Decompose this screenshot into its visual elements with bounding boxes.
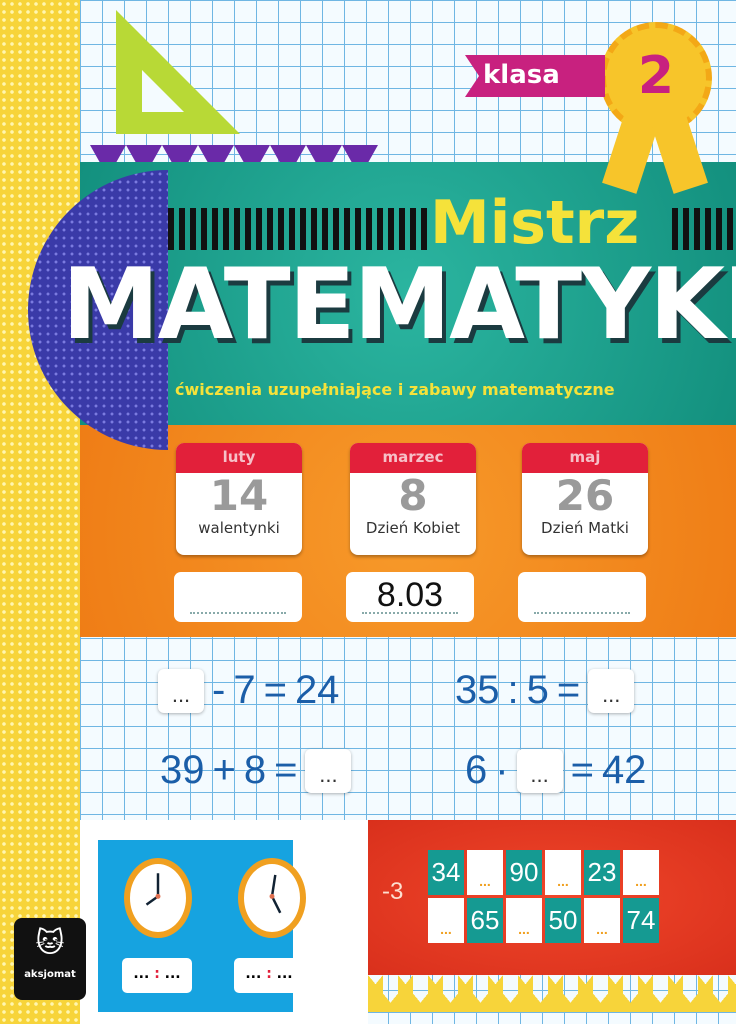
grade-rosette: 2: [600, 22, 712, 134]
equals: =: [263, 668, 287, 712]
holiday: Dzień Kobiet: [365, 519, 461, 537]
month: marzec: [350, 443, 476, 473]
answer-box: [518, 572, 646, 622]
step-label: -3: [382, 878, 404, 905]
clock-icon: [238, 858, 306, 938]
sequence-cell: 50: [545, 898, 581, 943]
sequence-cell: 23: [584, 850, 620, 895]
operand: 7: [233, 668, 256, 712]
day: 26: [555, 471, 615, 520]
sequence-cell: ...: [623, 850, 659, 895]
cat-icon: 🐱: [35, 926, 65, 959]
answer-box: 8.03: [346, 572, 474, 622]
operator: ·: [495, 748, 509, 792]
time-input-box: ... : ...: [234, 958, 304, 993]
sequence-cell: ...: [545, 850, 581, 895]
sequence-cell: 90: [506, 850, 542, 895]
title-band: [80, 162, 736, 426]
title-top: Mistrz: [430, 188, 640, 258]
sequence-cell: ...: [428, 898, 464, 943]
set-square-icon: [116, 10, 240, 134]
sequence-cell: 74: [623, 898, 659, 943]
sequence-cell: ...: [506, 898, 542, 943]
grade-number: 2: [637, 46, 675, 106]
subtitle: ćwiczenia uzupełniające i zabawy matemat…: [175, 380, 615, 399]
operand: 35: [455, 668, 500, 712]
sequence-cell: ...: [467, 850, 503, 895]
operator: +: [212, 748, 236, 792]
equals: =: [556, 668, 581, 712]
equation: 6 ·... = 42: [465, 748, 646, 793]
clock-panel: ... : ... ... : ...: [98, 840, 306, 1012]
page-title: MATEMATYKI: [62, 248, 736, 362]
blank-box: ...: [158, 668, 204, 713]
equation: 39 +8 =...: [160, 748, 352, 793]
blank-box: ...: [516, 748, 563, 793]
sequence-panel: -3 34... 90... 23...... 65... 50... 74: [368, 820, 736, 975]
purple-triangles: [90, 145, 378, 177]
blank-box: ...: [588, 668, 635, 713]
publisher-name: aksjomat: [24, 969, 76, 980]
sequence-cell: ...: [584, 898, 620, 943]
grade-label: klasa: [465, 55, 605, 97]
equation: ... -7 = 24: [158, 668, 339, 713]
sequence-cell: 34: [428, 850, 464, 895]
publisher-logo: 🐱 aksjomat: [14, 918, 86, 1000]
sequence-cell: 65: [467, 898, 503, 943]
operator: :: [507, 668, 519, 712]
month: maj: [522, 443, 648, 473]
equation: 35:5 =...: [455, 668, 635, 713]
operand: 39: [160, 748, 205, 792]
holiday: Dzień Matki: [541, 519, 629, 537]
calendar-card: luty 14 walentynki: [176, 443, 302, 555]
clock-icon: [124, 858, 192, 938]
calendar-card: marzec 8 Dzień Kobiet: [350, 443, 476, 555]
result: 42: [601, 748, 647, 792]
equals: =: [570, 748, 594, 792]
equals: =: [274, 748, 298, 792]
operand: 6: [465, 748, 488, 792]
month: luty: [176, 443, 302, 473]
operand: 5: [526, 668, 549, 712]
calendar-card: maj 26 Dzień Matki: [522, 443, 648, 555]
result: 24: [294, 668, 340, 712]
black-bars: [672, 208, 736, 250]
operand: 8: [243, 748, 267, 792]
blank-box: ...: [305, 748, 352, 793]
dotted-yellow-stripe: [0, 0, 80, 1024]
yellow-triangles: [368, 975, 736, 1012]
answer-box: [174, 572, 302, 622]
day: 14: [209, 471, 269, 520]
black-bars: [168, 208, 430, 250]
holiday: walentynki: [198, 519, 280, 537]
time-input-box: ... : ...: [122, 958, 192, 993]
operator: -: [212, 668, 226, 712]
day: 8: [398, 471, 428, 520]
